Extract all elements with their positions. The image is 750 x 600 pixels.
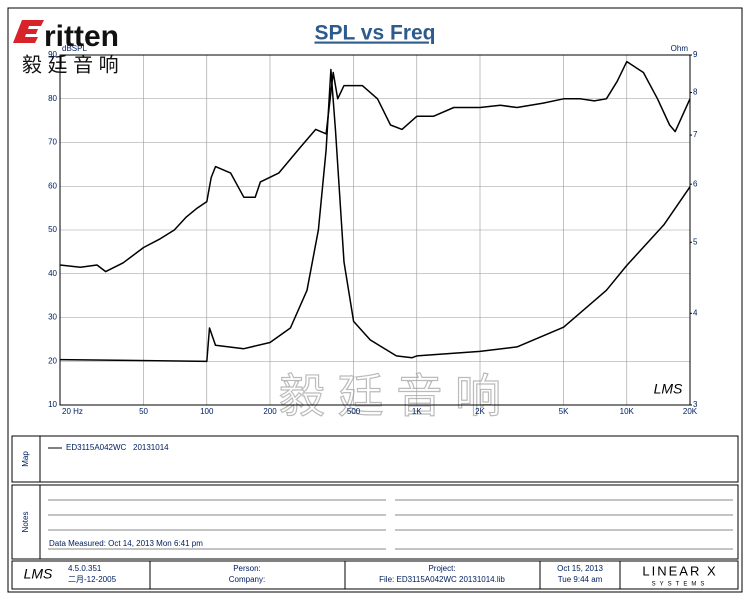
version-date: 二月-12-2005 [68, 575, 117, 584]
logo-text: ritten [44, 20, 119, 53]
y-tick-label: 60 [48, 181, 57, 190]
chart-title: SPL vs Freq [315, 22, 436, 45]
footer-box [11, 560, 739, 590]
x-tick-label: 100 [200, 407, 214, 416]
y2-tick-label: 6 [693, 179, 698, 188]
company: Company: [229, 575, 265, 584]
print-time: Tue 9:44 am [558, 575, 603, 584]
x-tick-label: 5K [559, 407, 569, 416]
line-series [59, 68, 691, 363]
x-tick-label: 50 [139, 407, 148, 416]
measured-date: Data Measured: Oct 14, 2013 Mon 6:41 pm [49, 539, 203, 548]
x-tick-label: 200 [263, 407, 277, 416]
y2-tick-label: 4 [693, 308, 698, 317]
y2-tick-label: 8 [693, 88, 698, 97]
legend-label: ED3115A042WC 20131014 [66, 443, 169, 452]
y-tick-label: 50 [48, 225, 57, 234]
y-tick-label: 70 [48, 138, 57, 147]
print-date: Oct 15, 2013 [557, 564, 603, 573]
x-tick-label: 20K [683, 407, 698, 416]
y2-axis-label: Ohm [671, 44, 689, 53]
x-tick-label: 2K [475, 407, 485, 416]
notes-label: Notes [21, 512, 30, 533]
brand: LINEAR X [642, 563, 717, 578]
y2-tick-label: 3 [693, 400, 698, 409]
footer-logo: LMS [24, 566, 53, 582]
x-tick-label: 20 Hz [62, 407, 83, 416]
y2-tick-label: 5 [693, 237, 698, 246]
file: File: ED3115A042WC 20131014.lib [379, 575, 505, 584]
brand-sub: SYSTEMS [652, 582, 709, 588]
note-lines [48, 499, 733, 550]
person: Person: [233, 564, 261, 573]
watermark: 毅 廷 音 响 [279, 370, 501, 422]
y-tick-label: 80 [48, 94, 57, 103]
plot-border [59, 54, 691, 406]
map-box [11, 435, 739, 483]
line-series [59, 60, 691, 273]
project: Project: [428, 564, 455, 573]
x-tick-label: 10K [620, 407, 635, 416]
logo-mark [13, 20, 44, 43]
notes-box [11, 484, 739, 560]
y-axis-label: dBSPL [62, 44, 87, 53]
annotation: LMS [654, 381, 683, 397]
map-label: Map [21, 451, 30, 467]
y2-tick-label: 9 [693, 50, 698, 59]
x-tick-label: 500 [347, 407, 361, 416]
y-tick-label: 20 [48, 356, 57, 365]
y-tick-label: 10 [48, 400, 57, 409]
y-tick-label: 40 [48, 269, 57, 278]
y-tick-label: 30 [48, 313, 57, 322]
version: 4.5.0.351 [68, 564, 102, 573]
logo-chinese: 毅 廷 音 响 [22, 53, 119, 76]
y2-tick-label: 7 [693, 130, 698, 139]
x-tick-label: 1K [412, 407, 422, 416]
y-tick-label: 90 [48, 50, 57, 59]
